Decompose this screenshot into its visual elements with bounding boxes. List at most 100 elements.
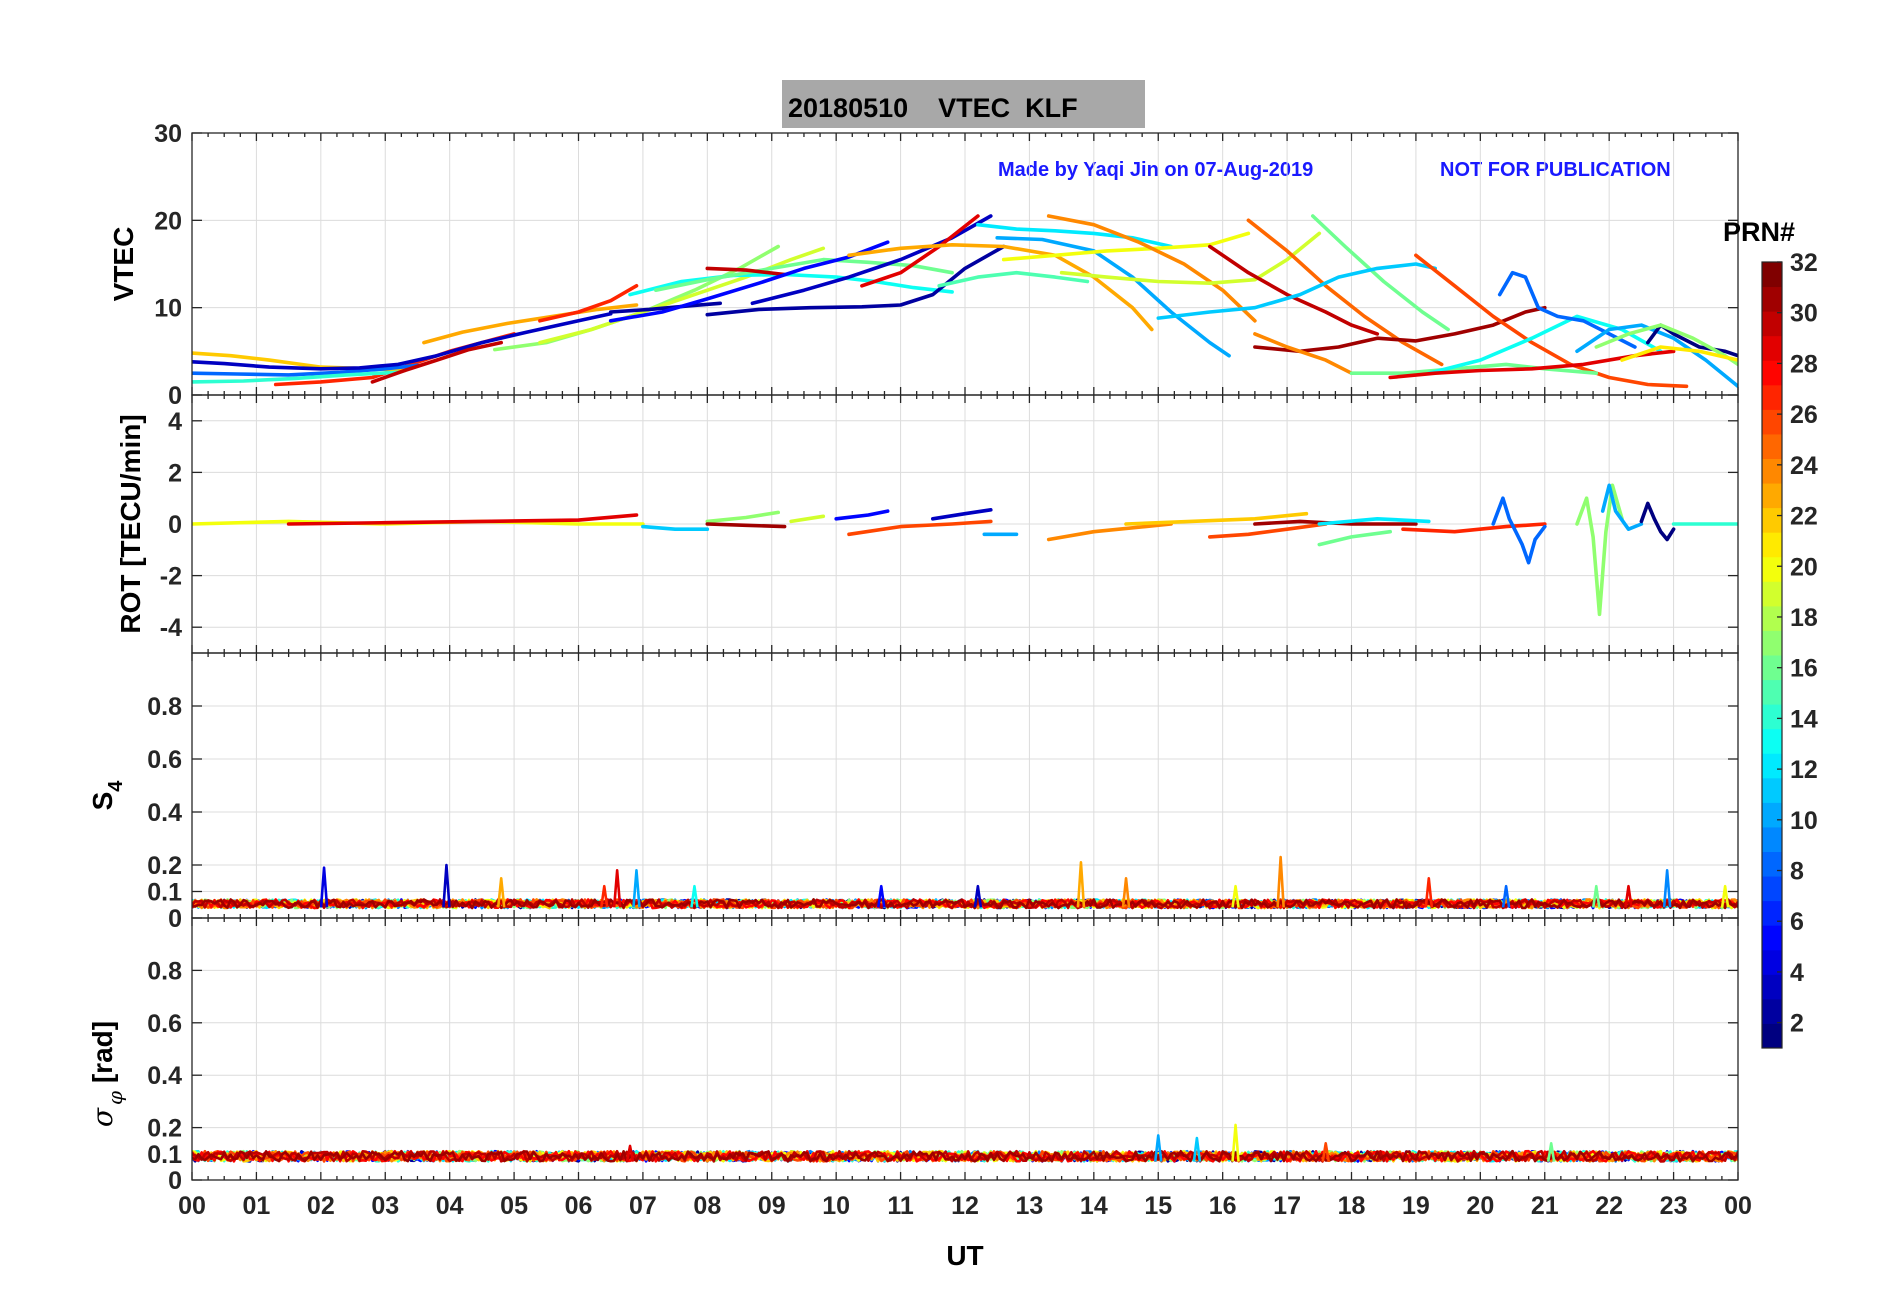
x-tick-label: 02 [307,1192,335,1220]
series-line-prn-17 [492,244,781,352]
spike-prn-20 [1231,1123,1240,1162]
colorbar-segment [1762,556,1782,582]
spike-prn-26 [1321,1142,1331,1162]
colorbar-tick-label: 10 [1790,807,1818,835]
x-tick-label: 16 [1209,1192,1237,1220]
y-axis-label: VTEC [108,227,139,302]
x-tick-label: 05 [500,1192,528,1220]
y-tick-label: 0 [168,511,182,539]
x-tick-label: 19 [1402,1192,1430,1220]
y-tick-label: 0 [168,382,182,410]
noise-trace-prn-31 [192,1149,1738,1163]
y-tick-label: 0 [168,1167,182,1195]
colorbar-segment [1762,458,1782,484]
y-tick-label: 0.8 [147,957,182,985]
series-line-prn-22 [1124,511,1309,526]
y-tick-label: 0.1 [147,1141,182,1169]
series-line-prn-1 [1646,323,1738,358]
x-tick-label: 17 [1273,1192,1301,1220]
y-axis-label: S4 [87,780,127,811]
series-line-prn-3 [192,311,613,371]
colorbar-tick-label: 24 [1790,452,1818,480]
spike-prn-16 [1591,884,1601,908]
spike-prn-29 [612,868,622,908]
colorbar-tick-label: 4 [1790,959,1804,987]
series-line-prn-2 [705,244,1006,317]
colorbar-segment [1762,998,1782,1024]
x-tick-label: 10 [822,1192,850,1220]
spike-prn-29 [625,1144,635,1162]
series-line-prn-31 [1253,305,1547,354]
colorbar-segment [1762,409,1782,435]
series-line-prn-23 [847,243,1154,332]
x-tick-label: 23 [1660,1192,1688,1220]
x-tick-label: 09 [758,1192,786,1220]
x-tick-label: 11 [887,1192,914,1220]
series-line-prn-27 [538,283,639,323]
notice-text: NOT FOR PUBLICATION [1440,159,1671,181]
spike-prn-9 [1662,868,1672,908]
x-tick-label: 14 [1080,1192,1108,1220]
colorbar-segment [1762,360,1782,386]
spike-prn-3 [973,884,983,908]
colorbar-tick-label: 12 [1790,756,1818,784]
axes-frame [191,917,1739,1181]
series-line-prn-12 [1317,516,1431,526]
series-group [192,214,1738,389]
colorbar-tick-label: 32 [1790,249,1818,277]
series-line-prn-11 [1156,262,1437,320]
series-line-prn-21 [1620,345,1738,362]
colorbar-segment [1762,777,1782,803]
colorbar-segment [1762,826,1782,852]
x-tick-label: 04 [436,1192,464,1220]
series-line-prn-8 [192,363,420,377]
series-line-prn-10 [995,236,1231,358]
x-tick-label: 01 [243,1192,271,1220]
y-tick-label: 0.4 [147,1062,182,1090]
colorbar-segment [1762,876,1782,902]
series-line-prn-24 [1253,332,1354,376]
colorbar-tick-label: 22 [1790,503,1818,531]
colorbar-tick-label: 16 [1790,655,1818,683]
series-line-prn-12 [976,222,1173,249]
series-line-prn-14 [192,370,400,384]
y-tick-label: 0.2 [147,852,182,880]
y-tick-label: -4 [160,614,182,642]
colorbar-tick-label: 2 [1790,1010,1804,1038]
series-line-prn-19 [789,514,826,524]
colorbar-label: PRN# [1723,217,1795,247]
y-tick-label: 0.2 [147,1115,182,1143]
series-line-prn-24 [1046,214,1257,323]
colorbar-segment [1762,605,1782,631]
series-line-prn-29 [286,513,639,526]
colorbar-segment [1762,286,1782,312]
x-tick-label: 07 [629,1192,657,1220]
panel-s4: 0.8 0.6 0.4 0.20.10 S4 [87,652,1739,933]
y-tick-label: 0.8 [147,693,182,721]
x-tick-label: 13 [1016,1192,1044,1220]
series-line-prn-19 [1059,231,1322,286]
colorbar-segment [1762,679,1782,705]
y-tick-label: -2 [160,563,182,591]
series-line-prn-3 [930,507,993,521]
colorbar-segment [1762,630,1782,656]
y-tick-label: 30 [154,120,182,148]
spike-prn-20 [1231,884,1240,908]
series-line-prn-26 [1414,253,1689,389]
colorbar-segment [1762,433,1782,459]
series-line-prn-16 [1311,214,1450,332]
spike-prn-11 [1192,1136,1202,1162]
colorbar-segment [1762,384,1782,410]
colorbar-tick-label: 8 [1790,858,1804,886]
series-line-prn-8 [1491,496,1547,565]
x-tick-label: 21 [1531,1192,1559,1220]
colorbar-tick-label: 28 [1790,350,1818,378]
x-axis-label: UT [946,1240,983,1271]
spike-prn-27 [1424,876,1434,908]
y-tick-label: 20 [154,207,182,235]
series-line-prn-5 [834,509,890,521]
x-tick-label: 00 [1724,1192,1752,1220]
